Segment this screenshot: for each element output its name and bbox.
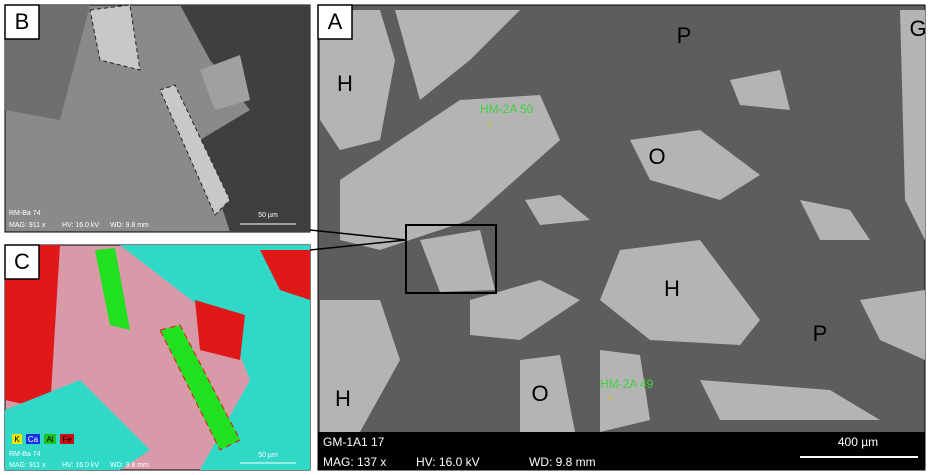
sample-id: RM-Ba 74 [9, 451, 41, 458]
legend-label: Fe [62, 435, 72, 444]
phase-label: H [664, 276, 680, 301]
phase-label: G [909, 16, 926, 41]
legend-label: Al [46, 435, 53, 444]
spot-marker: + [487, 120, 493, 131]
figure: A H H H P P O O G HM-2A 50 + HM-2A 49 + … [0, 0, 930, 475]
panel-label: A [328, 9, 343, 34]
legend-label: Ca [28, 435, 39, 444]
spot-label: HM-2A 50 [480, 102, 534, 116]
working-distance: WD: 9.8 mm [529, 455, 596, 469]
voltage: HV: 16.0 kV [62, 222, 99, 229]
spot-label: HM-2A 49 [600, 377, 654, 391]
phase-label: O [531, 381, 548, 406]
voltage: HV: 16.0 kV [62, 462, 99, 469]
magnification: MAG: 911 x [9, 462, 46, 469]
working-distance: WD: 9.8 mm [110, 222, 149, 229]
spot-marker: + [607, 394, 613, 405]
working-distance: WD: 9.8 mm [110, 462, 149, 469]
phase-label: O [648, 144, 665, 169]
phase-label: P [813, 321, 828, 346]
panel-c: C K Ca Al Fe RM-Ba 74 MAG: 911 x HV: 16.… [5, 245, 310, 470]
legend-label: K [14, 435, 20, 444]
panel-label: C [14, 249, 30, 274]
panel-a: A H H H P P O O G HM-2A 50 + HM-2A 49 + … [318, 5, 927, 470]
sample-id: GM-1A1 17 [323, 435, 385, 449]
scale-bar-label: 50 µm [258, 212, 278, 219]
phase-label: H [335, 386, 351, 411]
panel-label: B [15, 9, 30, 34]
info-bar [318, 432, 925, 470]
magnification: MAG: 137 x [323, 455, 386, 469]
magnification: MAG: 911 x [9, 222, 46, 229]
scale-bar-label: 400 µm [838, 435, 878, 449]
phase-label: H [337, 71, 353, 96]
voltage: HV: 16.0 kV [416, 455, 480, 469]
phase-label: P [677, 23, 692, 48]
panel-b: B RM-Ba 74 MAG: 911 x HV: 16.0 kV WD: 9.… [5, 5, 310, 232]
sample-id: RM-Ba 74 [9, 210, 41, 217]
scale-bar-label: 50 µm [258, 452, 278, 459]
